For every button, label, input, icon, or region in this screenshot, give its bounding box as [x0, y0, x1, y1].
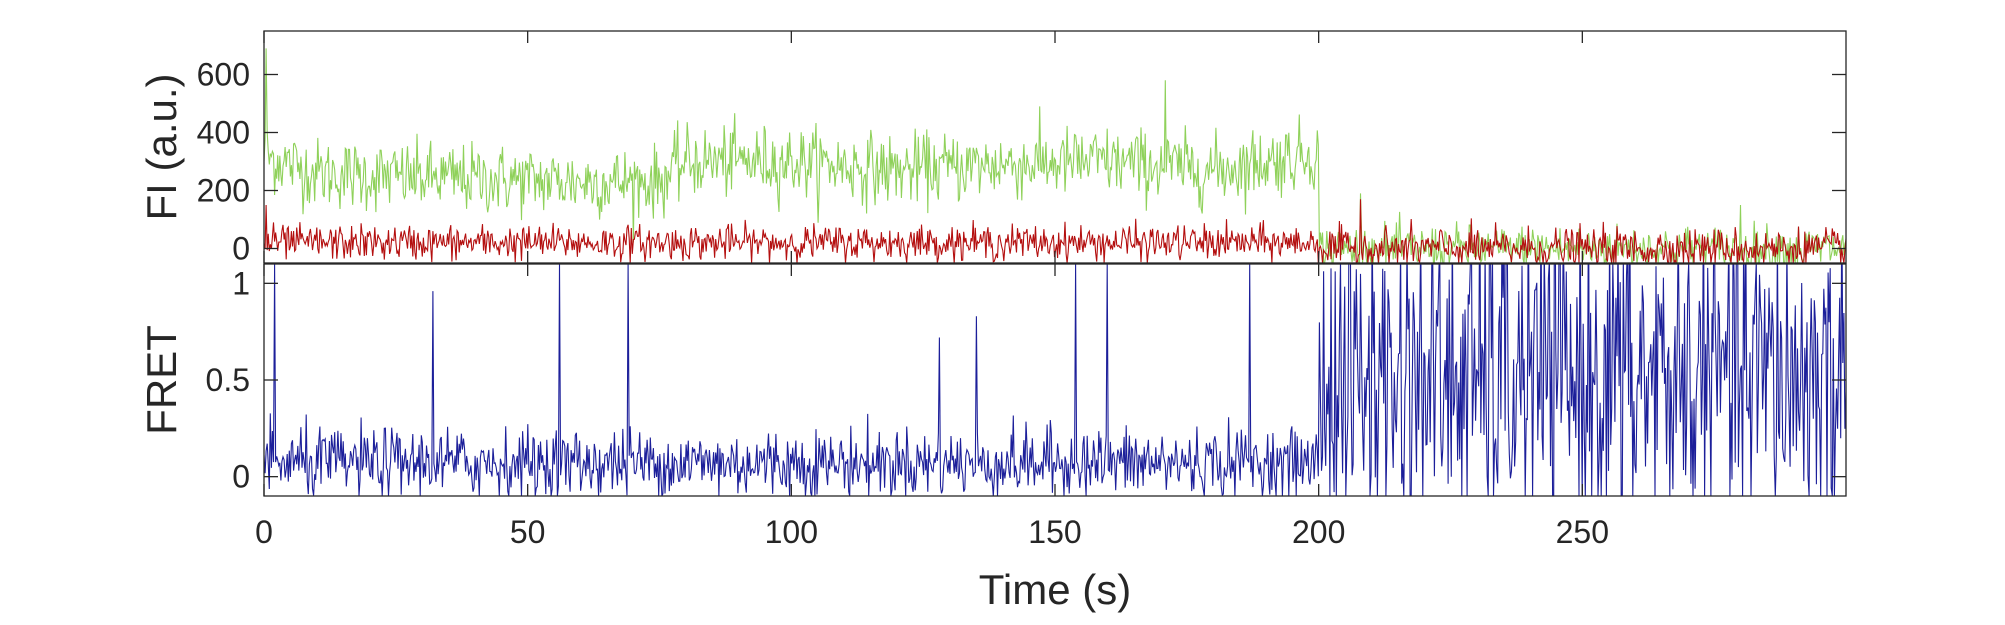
x-tick-label: 0	[255, 514, 273, 550]
y-tick-label: 400	[197, 115, 250, 151]
fluorescence-panel: 0 200 400 600 FI (a.u.)	[138, 30, 1847, 267]
x-tick-label: 150	[1028, 514, 1081, 550]
fret-series-group	[264, 264, 1846, 496]
fluorescence-y-ticks: 0 200 400 600	[197, 31, 1846, 267]
y-tick-label: 0	[232, 231, 250, 267]
y-tick-label: 200	[197, 173, 250, 209]
y-tick-label: 0	[232, 459, 250, 495]
fret-panel: 0 0.5 1 0 50 100 150 200 250 FRET Time (s)	[138, 263, 1847, 613]
fret-axis-ticks: 0 0.5 1 0 50 100 150 200 250	[206, 264, 1846, 550]
fluorescence-y-axis-label: FI (a.u.)	[138, 73, 185, 220]
fluorescence-series-group	[264, 48, 1846, 263]
x-tick-label: 250	[1556, 514, 1609, 550]
fret-trace-0	[264, 264, 1846, 496]
fluorescence-trace-0	[264, 48, 1846, 263]
fluorescence-axes-box	[263, 30, 1847, 264]
x-tick-label: 50	[510, 514, 546, 550]
fret-y-axis-label: FRET	[138, 325, 185, 435]
y-tick-label: 600	[197, 57, 250, 93]
x-axis-label: Time (s)	[979, 566, 1131, 613]
y-tick-label: 0.5	[206, 362, 250, 398]
x-tick-label: 100	[765, 514, 818, 550]
y-tick-label: 1	[232, 265, 250, 301]
x-tick-label: 200	[1292, 514, 1345, 550]
